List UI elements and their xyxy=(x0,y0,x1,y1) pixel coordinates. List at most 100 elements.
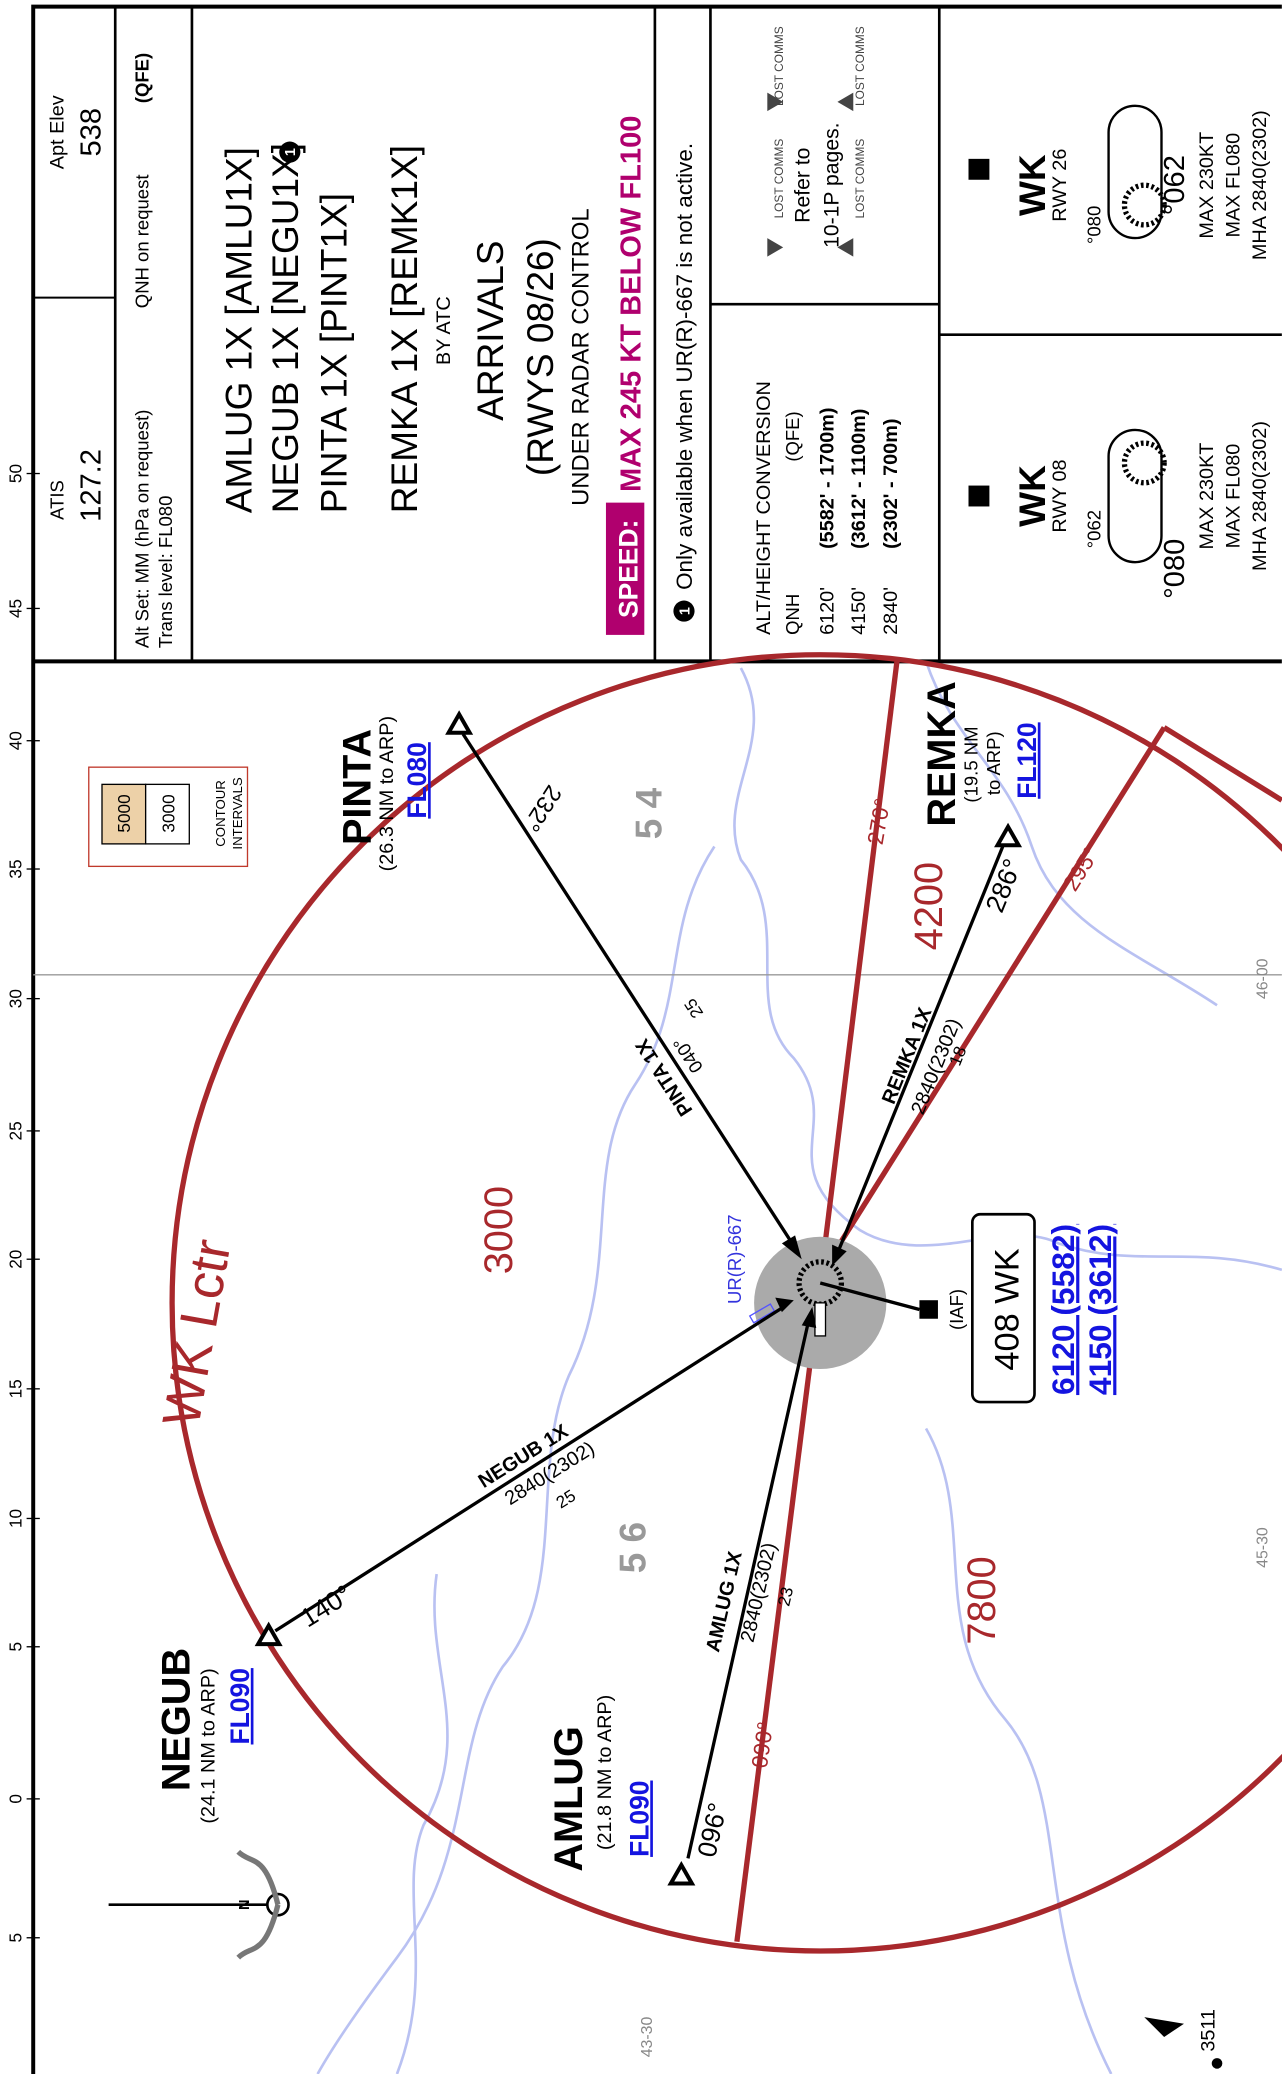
waypoint-distance: (21.8 NM to ARP) xyxy=(594,1695,616,1850)
msa: 3000 xyxy=(477,1186,521,1274)
grid-label: 46-00 xyxy=(1254,958,1271,999)
runways: (RWYS 08/26) xyxy=(519,238,561,476)
procedure: REMKA 1X [REMK1X] xyxy=(383,145,425,513)
terrain-height: 5 4 xyxy=(628,787,670,839)
route-distance: 25 xyxy=(552,1485,579,1512)
waypoint-level: FL120 xyxy=(1012,722,1042,798)
ruler-label: 0 xyxy=(5,1794,25,1804)
apt-elev: 538 xyxy=(76,108,108,157)
lost-comms-text: Refer to xyxy=(792,148,815,223)
hold-course: °080 xyxy=(1159,539,1191,599)
waypoint-triangles xyxy=(258,714,1019,1883)
ndb-icon xyxy=(970,160,989,179)
ruler-label: 10 xyxy=(5,1509,25,1528)
hold-level: MAX FL080 xyxy=(1223,444,1245,549)
grid-label: 45-30 xyxy=(1254,1527,1271,1568)
lost-comms-label: LOST COMMS xyxy=(853,26,867,106)
river xyxy=(926,661,1217,1005)
river xyxy=(926,1429,1111,2074)
sector-label: 090° xyxy=(747,1720,778,1770)
waypoint-name: NEGUB xyxy=(154,1648,198,1791)
conversion-qfe-value: (5582' - 1700m) xyxy=(816,408,838,549)
by-atc: BY ATC xyxy=(433,296,455,365)
waypoint-distance: to ARP) xyxy=(983,731,1004,795)
sector-label: 270° xyxy=(863,796,896,846)
airspace: UR(R)-667 xyxy=(724,1214,745,1303)
atis-label: ATIS xyxy=(47,480,68,520)
contour-value: 5000 xyxy=(114,794,134,832)
runway xyxy=(815,1303,826,1336)
ndb-icon xyxy=(970,487,989,506)
lost-comms-label: LOST COMMS xyxy=(772,139,786,219)
hold-speed: MAX 230KT xyxy=(1196,132,1218,239)
grid-label: 43-30 xyxy=(639,2017,656,2058)
trans-level: Trans level: FL080 xyxy=(155,496,176,649)
waypoint-name: PINTA xyxy=(336,729,380,845)
ndb-icon xyxy=(919,1300,938,1319)
iaf-altitude: 6120 (5582) xyxy=(1045,1224,1081,1395)
ruler-label: 15 xyxy=(5,1379,25,1398)
hold-course: °062 xyxy=(1084,510,1105,548)
route-distance: 23 xyxy=(773,1585,797,1608)
ruler-label: 25 xyxy=(5,1121,25,1140)
procedure: AMLUG 1X [AMLU1X] xyxy=(217,147,259,513)
holding-pattern xyxy=(1109,106,1162,238)
conversion-qnh: QNH xyxy=(782,594,803,635)
contour-label: INTERVALS xyxy=(230,777,245,849)
conversion-qnh-value: 2840' xyxy=(880,587,902,635)
waypoint-distance: (26.3 NM to ARP) xyxy=(376,716,398,871)
apt-elev-label: Apt Elev xyxy=(47,95,69,169)
route-course: 286° xyxy=(980,855,1028,917)
conversion-qfe-value: (3612' - 1100m) xyxy=(848,409,870,549)
locator-name: WK Lctr xyxy=(152,1235,243,1430)
hold-mha: MHA 2840(2302) xyxy=(1249,110,1271,260)
waypoint-distance: (19.5 NM xyxy=(961,726,982,802)
waypoint xyxy=(671,1865,692,1884)
speed-label: SPEED: xyxy=(614,520,644,618)
holding-pattern xyxy=(1109,430,1162,562)
ruler-label: 40 xyxy=(5,731,25,750)
waypoint xyxy=(997,827,1018,846)
hold-speed: MAX 230KT xyxy=(1196,443,1218,550)
waypoint-level: FL090 xyxy=(624,1781,654,1857)
conversion-qnh-value: 6120' xyxy=(816,587,838,635)
approach-chart: 504540353025201510505Apt Elev538ATIS127.… xyxy=(0,0,1282,2074)
waypoint xyxy=(449,714,470,733)
spot-height-label: 3511 xyxy=(1197,2009,1219,2052)
procedure: PINTA 1X [PINT1X] xyxy=(313,193,355,513)
hold-level: MAX FL080 xyxy=(1223,133,1245,238)
msa: 4200 xyxy=(907,862,951,950)
iaf-altitude: 4150 (3612) xyxy=(1082,1224,1118,1395)
note: Only available when UR(R)-667 is not act… xyxy=(672,143,697,590)
msa: 7800 xyxy=(960,1556,1004,1644)
ruler-label: 5 xyxy=(5,1642,25,1652)
arrivals: ARRIVALS xyxy=(469,241,511,421)
terrain-height: 5 6 xyxy=(612,1522,654,1573)
sector-line xyxy=(820,661,897,1283)
conversion-qfe-value: (2302' - 700m) xyxy=(880,419,902,549)
spot-height xyxy=(1212,2058,1223,2069)
ruler-label: 5 xyxy=(5,1933,25,1943)
waypoint-distance: (24.1 NM to ARP) xyxy=(197,1668,219,1823)
page: {"header":{"apt_elev_label":"Apt Elev","… xyxy=(0,0,1282,2074)
north-label: N xyxy=(237,1899,253,1909)
river xyxy=(734,668,1281,1270)
hold-runway: RWY 08 xyxy=(1049,459,1071,532)
ruler-label: 45 xyxy=(5,599,25,618)
ruler-label: 50 xyxy=(5,464,25,483)
waypoint-name: REMKA xyxy=(920,681,964,826)
route xyxy=(275,1306,786,1631)
hold-mha: MHA 2840(2302) xyxy=(1249,421,1271,571)
routes xyxy=(275,734,1002,1858)
qnh: QNH on request xyxy=(131,175,152,309)
hold-ident: WK xyxy=(1011,465,1053,527)
route-course: 040° xyxy=(669,1033,707,1077)
waypoint-level: FL090 xyxy=(225,1668,255,1744)
conversion-qnh-value: 4150' xyxy=(848,587,870,635)
sector-label: 295° xyxy=(1058,843,1104,896)
waypoint-level: FL080 xyxy=(402,742,432,818)
lost-comms-label: LOST COMMS xyxy=(772,26,786,106)
radar: UNDER RADAR CONTROL xyxy=(568,208,595,505)
qfe: (QFE) xyxy=(131,53,152,103)
triangle xyxy=(767,238,783,257)
